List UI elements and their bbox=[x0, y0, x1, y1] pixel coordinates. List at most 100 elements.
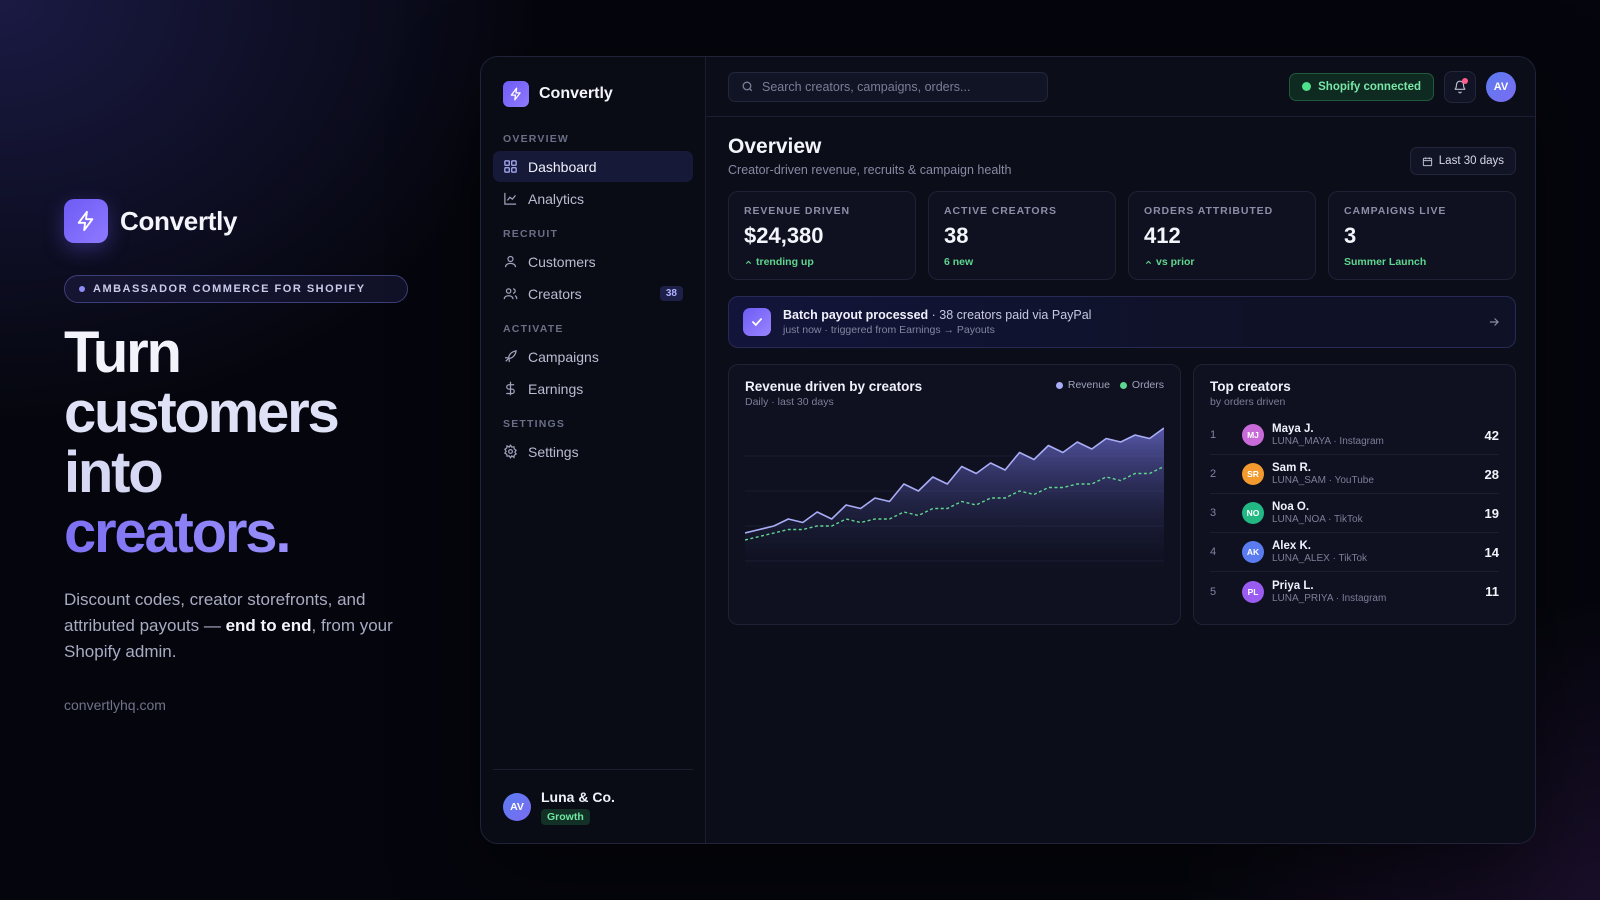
creator-row[interactable]: 1 MJ Maya J. LUNA_MAYA · Instagram 42 bbox=[1210, 416, 1499, 455]
creator-info: Alex K. LUNA_ALEX · TikTok bbox=[1272, 540, 1367, 564]
creator-handle: LUNA_ALEX · TikTok bbox=[1272, 553, 1368, 564]
legend-item-revenue[interactable]: Revenue bbox=[1055, 379, 1110, 391]
banner-title-strong: Batch payout processed bbox=[783, 308, 929, 322]
workspace-switcher[interactable]: AV Luna & Co. Growth bbox=[493, 769, 693, 843]
chevron-up-icon bbox=[745, 260, 752, 264]
legend-item-orders[interactable]: Orders bbox=[1119, 379, 1164, 391]
sidebar-brand[interactable]: Convertly bbox=[493, 81, 693, 107]
hero-desc-pre: Discount codes, creator storefronts, and… bbox=[64, 590, 366, 635]
creator-rank: 2 bbox=[1210, 468, 1217, 480]
search-icon bbox=[742, 81, 753, 92]
stat-cards: REVENUE DRIVEN $24,380 trending up ACTIV… bbox=[728, 191, 1516, 280]
banner-subtitle: just now · triggered from Earnings → Pay… bbox=[783, 324, 995, 336]
creator-rank: 5 bbox=[1210, 585, 1217, 598]
stat-label: ACTIVE CREATORS bbox=[944, 205, 1057, 217]
stat-note: 6 new bbox=[944, 256, 1100, 268]
search-input[interactable] bbox=[762, 79, 1035, 94]
stat-card-creators[interactable]: ACTIVE CREATORS 38 6 new bbox=[928, 191, 1116, 280]
page-title: Overview bbox=[728, 135, 822, 158]
sidebar-section-activate: ACTIVATE bbox=[503, 323, 564, 335]
legend-label: Orders bbox=[1131, 379, 1164, 391]
check-icon bbox=[743, 308, 771, 336]
stat-note: vs prior bbox=[1144, 256, 1300, 268]
stat-label: REVENUE DRIVEN bbox=[744, 205, 850, 217]
headline-line-3: into bbox=[64, 440, 164, 505]
creator-order-count: 14 bbox=[1484, 544, 1499, 560]
top-creators-list: 1 MJ Maya J. LUNA_MAYA · Instagram 42 2 … bbox=[1210, 416, 1499, 611]
stat-card-orders[interactable]: ORDERS ATTRIBUTED 412 vs prior bbox=[1128, 191, 1316, 280]
stat-value: 3 bbox=[1344, 223, 1357, 248]
sidebar-item-customers[interactable]: Customers bbox=[493, 246, 693, 277]
creator-row[interactable]: 2 SR Sam R. LUNA_SAM · YouTube 28 bbox=[1210, 455, 1499, 494]
sidebar-item-label: Earnings bbox=[528, 380, 584, 397]
sidebar-brand-name: Convertly bbox=[539, 85, 613, 102]
creator-avatar: NO bbox=[1242, 502, 1264, 524]
lightning-logo-icon bbox=[64, 199, 108, 243]
sidebar-item-earnings[interactable]: Earnings bbox=[493, 373, 693, 404]
sidebar-item-label: Campaigns bbox=[528, 348, 599, 365]
bell-icon bbox=[1454, 80, 1466, 93]
creator-rank: 1 bbox=[1210, 429, 1217, 441]
user-avatar[interactable]: AV bbox=[1486, 71, 1516, 102]
headline-line-2: customers bbox=[64, 380, 340, 445]
stat-note-text: trending up bbox=[756, 256, 814, 268]
revenue-chart bbox=[745, 427, 1164, 567]
creator-info: Noa O. LUNA_NOA · TikTok bbox=[1272, 501, 1363, 525]
workspace-avatar: AV bbox=[503, 792, 531, 821]
top-creators-subtitle: by orders driven bbox=[1210, 396, 1286, 408]
plan-badge: Growth bbox=[541, 808, 590, 825]
top-creators-title: Top creators bbox=[1210, 379, 1291, 394]
shopify-status-badge[interactable]: Shopify connected bbox=[1289, 72, 1434, 101]
creator-order-count: 42 bbox=[1484, 427, 1499, 443]
sidebar-item-campaigns[interactable]: Campaigns bbox=[493, 341, 693, 372]
creator-name: Sam R. bbox=[1272, 462, 1311, 474]
status-dot-icon bbox=[1302, 82, 1312, 91]
arrow-right-icon[interactable] bbox=[1487, 315, 1501, 329]
banner-title-detail: · 38 creators paid via PayPal bbox=[928, 308, 1092, 322]
creator-row[interactable]: 5 PL Priya L. LUNA_PRIYA · Instagram 11 bbox=[1210, 572, 1499, 611]
legend-label: Revenue bbox=[1067, 379, 1110, 391]
sidebar-section-recruit: RECRUIT bbox=[503, 228, 559, 240]
stat-note-text: vs prior bbox=[1156, 256, 1195, 268]
creator-row[interactable]: 4 AK Alex K. LUNA_ALEX · TikTok 14 bbox=[1210, 533, 1499, 572]
sidebar-item-analytics[interactable]: Analytics bbox=[493, 183, 693, 214]
hero-brand: Convertly bbox=[64, 199, 424, 243]
lower-panels: Revenue driven by creators Daily · last … bbox=[728, 364, 1516, 625]
topbar-actions: Shopify connected AV bbox=[1289, 70, 1516, 103]
hero-brand-name: Convertly bbox=[120, 205, 238, 236]
headline-line-1: Turn bbox=[64, 320, 182, 385]
stat-card-revenue[interactable]: REVENUE DRIVEN $24,380 trending up bbox=[728, 191, 916, 280]
dollar-icon bbox=[506, 381, 515, 396]
date-range-button[interactable]: Last 30 days bbox=[1409, 147, 1516, 175]
stat-note: Summer Launch bbox=[1344, 256, 1500, 268]
app-window: Convertly OVERVIEW Dashboard Analytics R… bbox=[480, 56, 1536, 844]
creator-avatar: AK bbox=[1242, 541, 1264, 563]
sidebar-item-creators[interactable]: Creators 38 bbox=[493, 278, 693, 309]
sidebar-item-dashboard[interactable]: Dashboard bbox=[493, 151, 693, 182]
user-icon bbox=[504, 255, 517, 268]
stat-label: CAMPAIGNS LIVE bbox=[1344, 205, 1447, 217]
creator-row[interactable]: 3 NO Noa O. LUNA_NOA · TikTok 19 bbox=[1210, 494, 1499, 533]
users-icon bbox=[503, 288, 518, 300]
payout-notification-banner[interactable]: Batch payout processed · 38 creators pai… bbox=[728, 296, 1516, 348]
stat-value: 412 bbox=[1144, 223, 1181, 248]
creators-count-badge: 38 bbox=[659, 286, 683, 301]
orders-line bbox=[745, 465, 1164, 541]
creator-order-count: 28 bbox=[1484, 466, 1499, 482]
creator-info: Maya J. LUNA_MAYA · Instagram bbox=[1272, 423, 1384, 447]
sidebar-item-label: Creators bbox=[528, 285, 582, 302]
sidebar-item-settings[interactable]: Settings bbox=[493, 436, 693, 467]
creator-name: Maya J. bbox=[1272, 423, 1314, 435]
creator-handle: LUNA_PRIYA · Instagram bbox=[1272, 592, 1387, 604]
notification-dot bbox=[1462, 77, 1468, 84]
page-subtitle: Creator-driven revenue, recruits & campa… bbox=[728, 163, 1012, 177]
search-box[interactable] bbox=[728, 71, 1048, 102]
creator-info: Priya L. LUNA_PRIYA · Instagram bbox=[1272, 580, 1386, 604]
banner-title: Batch payout processed · 38 creators pai… bbox=[783, 308, 1091, 322]
stat-card-campaigns[interactable]: CAMPAIGNS LIVE 3 Summer Launch bbox=[1328, 191, 1516, 280]
shopify-status-text: Shopify connected bbox=[1318, 80, 1421, 93]
hero-section: Convertly AMBASSADOR COMMERCE FOR SHOPIF… bbox=[64, 199, 424, 713]
notifications-button[interactable] bbox=[1444, 70, 1476, 103]
creator-rank: 3 bbox=[1210, 507, 1217, 519]
hero-url[interactable]: convertlyhq.com bbox=[64, 697, 166, 713]
